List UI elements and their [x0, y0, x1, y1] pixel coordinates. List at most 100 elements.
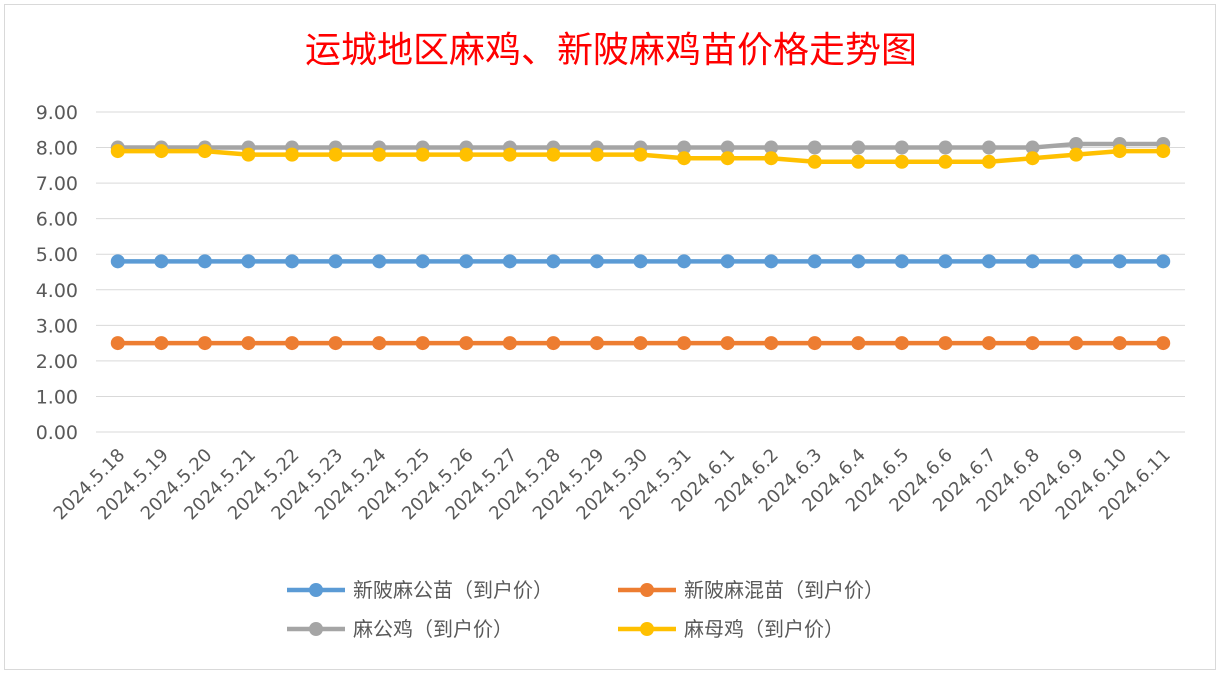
data-point [154, 254, 169, 269]
legend-label: 麻母鸡（到户价） [684, 617, 844, 641]
data-point [764, 151, 779, 166]
y-tick-label: 8.00 [36, 138, 78, 160]
y-tick-label: 1.00 [36, 386, 78, 408]
series-3 [110, 144, 1171, 169]
legend: 新陂麻公苗（到户价） 新陂麻混苗（到户价） 麻公鸡（到户价） 麻母鸡（到户价） [287, 578, 884, 641]
data-point [1025, 151, 1040, 166]
data-point [764, 254, 779, 269]
data-point [415, 336, 430, 351]
data-point [110, 144, 125, 159]
data-point [110, 336, 125, 351]
data-point [285, 254, 300, 269]
data-point [981, 154, 996, 169]
x-axis: 2024.5.182024.5.192024.5.202024.5.212024… [50, 445, 1175, 525]
data-point [415, 147, 430, 162]
data-point [1069, 137, 1084, 151]
y-tick-label: 2.00 [36, 351, 78, 373]
data-point [938, 140, 953, 155]
data-point [197, 254, 212, 269]
data-point [633, 336, 648, 351]
data-point [372, 336, 387, 351]
y-tick-label: 9.00 [36, 102, 78, 124]
data-point [894, 140, 909, 155]
data-point [851, 336, 866, 351]
data-point [502, 147, 517, 162]
data-point [677, 336, 692, 351]
legend-item: 新陂麻混苗（到户价） [618, 578, 884, 602]
data-point [328, 254, 343, 269]
data-point [372, 147, 387, 162]
series-layer [110, 137, 1171, 351]
data-point [894, 254, 909, 269]
y-tick-label: 4.00 [36, 280, 78, 302]
data-point [633, 147, 648, 162]
data-point [589, 254, 604, 269]
data-point [938, 336, 953, 351]
data-point [807, 140, 822, 155]
data-point [807, 154, 822, 169]
data-point [1025, 254, 1040, 269]
data-point [285, 336, 300, 351]
legend-marker [309, 583, 323, 597]
y-tick-label: 0.00 [36, 422, 78, 444]
data-point [1069, 336, 1084, 351]
y-tick-label: 6.00 [36, 209, 78, 231]
legend-item: 麻公鸡（到户价） [287, 617, 513, 641]
y-axis: 0.00 1.00 2.00 3.00 4.00 5.00 6.00 7.00 8.00 9.00 [36, 102, 78, 444]
y-tick-label: 5.00 [36, 244, 78, 266]
data-point [677, 140, 692, 155]
data-point [807, 336, 822, 351]
data-point [720, 140, 735, 155]
data-point [197, 336, 212, 351]
data-point [981, 254, 996, 269]
data-point [1156, 336, 1171, 351]
legend-label: 新陂麻混苗（到户价） [684, 578, 884, 602]
data-point [720, 151, 735, 166]
data-point [415, 254, 430, 269]
data-point [154, 144, 169, 159]
data-point [502, 254, 517, 269]
data-point [1112, 254, 1127, 269]
data-point [1112, 144, 1127, 159]
data-point [851, 154, 866, 169]
data-point [502, 336, 517, 351]
data-point [851, 254, 866, 269]
data-point [589, 336, 604, 351]
data-point [1112, 336, 1127, 351]
data-point [241, 336, 256, 351]
legend-item: 麻母鸡（到户价） [618, 617, 844, 641]
data-point [546, 336, 561, 351]
data-point [546, 147, 561, 162]
data-point [1069, 254, 1084, 269]
data-point [1069, 147, 1084, 162]
legend-marker [640, 622, 654, 636]
chart-title: 运城地区麻鸡、新陂麻鸡苗价格走势图 [305, 30, 917, 71]
legend-label: 麻公鸡（到户价） [353, 617, 513, 641]
data-point [807, 254, 822, 269]
data-point [981, 336, 996, 351]
data-point [894, 154, 909, 169]
legend-marker [309, 622, 323, 636]
data-point [459, 147, 474, 162]
data-point [938, 254, 953, 269]
y-tick-label: 3.00 [36, 315, 78, 337]
data-point [764, 336, 779, 351]
data-point [720, 254, 735, 269]
data-point [546, 254, 561, 269]
data-point [241, 254, 256, 269]
series-1 [110, 336, 1171, 351]
data-point [459, 336, 474, 351]
data-point [677, 254, 692, 269]
y-tick-label: 7.00 [36, 173, 78, 195]
data-point [197, 144, 212, 159]
data-point [1025, 336, 1040, 351]
data-point [589, 147, 604, 162]
legend-label: 新陂麻公苗（到户价） [353, 578, 553, 602]
series-2 [110, 137, 1171, 155]
data-point [633, 254, 648, 269]
data-point [328, 336, 343, 351]
data-point [372, 254, 387, 269]
legend-item: 新陂麻公苗（到户价） [287, 578, 553, 602]
data-point [677, 151, 692, 166]
